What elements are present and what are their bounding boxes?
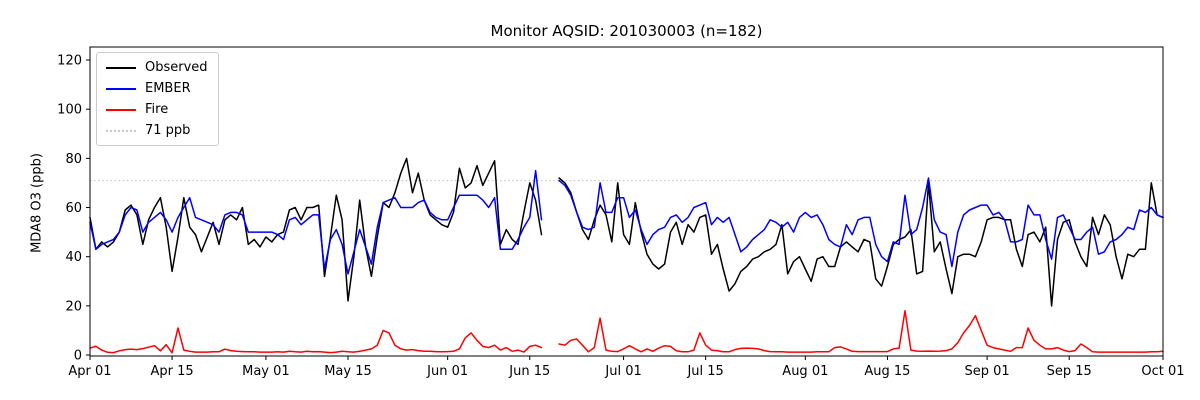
legend-item-threshold: 71 ppb [106,123,208,138]
legend-item-label: EMBER [145,81,191,96]
y-tick-label: 20 [65,299,82,314]
y-axis-label: MDA8 O3 (ppb) [29,153,45,253]
y-tick-label: 100 [57,103,82,118]
legend-item-label: Observed [145,60,208,75]
legend-item-label: 71 ppb [145,123,191,138]
observed-line [89,157,1164,307]
threshold-line-sample [106,129,136,132]
y-tick-label: 60 [65,201,82,216]
x-tick-label: Aug 15 [864,364,910,379]
x-tick-label: Oct 01 [1141,364,1184,379]
x-tick-label: May 15 [324,364,372,379]
y-tick-label: 80 [65,152,82,167]
y-tick-label: 0 [74,349,82,364]
legend-item-ember: EMBER [106,81,208,96]
fire-line [89,310,1164,354]
ember-line-sample [106,87,136,90]
observed-line-sample [106,66,136,69]
y-tick-label: 120 [57,54,82,69]
x-tick-label: Jun 15 [508,364,550,379]
x-tick-label: Apr 15 [151,364,194,379]
x-tick-label: Jul 15 [686,364,723,379]
x-tick-label: Sep 01 [965,364,1010,379]
x-tick-label: Aug 01 [782,364,828,379]
legend-item-label: Fire [145,102,169,117]
plot-border [89,46,1164,357]
x-tick-label: Apr 01 [68,364,111,379]
chart-title: Monitor AQSID: 201030003 (n=182) [490,22,763,40]
x-tick-label: Jul 01 [604,364,641,379]
legend-item-fire: Fire [106,102,208,117]
legend: Observed EMBER Fire 71 ppb [96,52,219,146]
x-tick-label: May 01 [242,364,290,379]
x-tick-label: Jun 01 [426,364,468,379]
x-tick-label: Sep 15 [1047,364,1092,379]
ember-line [89,169,1164,275]
legend-item-observed: Observed [106,60,208,75]
y-tick-label: 40 [65,250,82,265]
fire-line-sample [106,108,136,111]
